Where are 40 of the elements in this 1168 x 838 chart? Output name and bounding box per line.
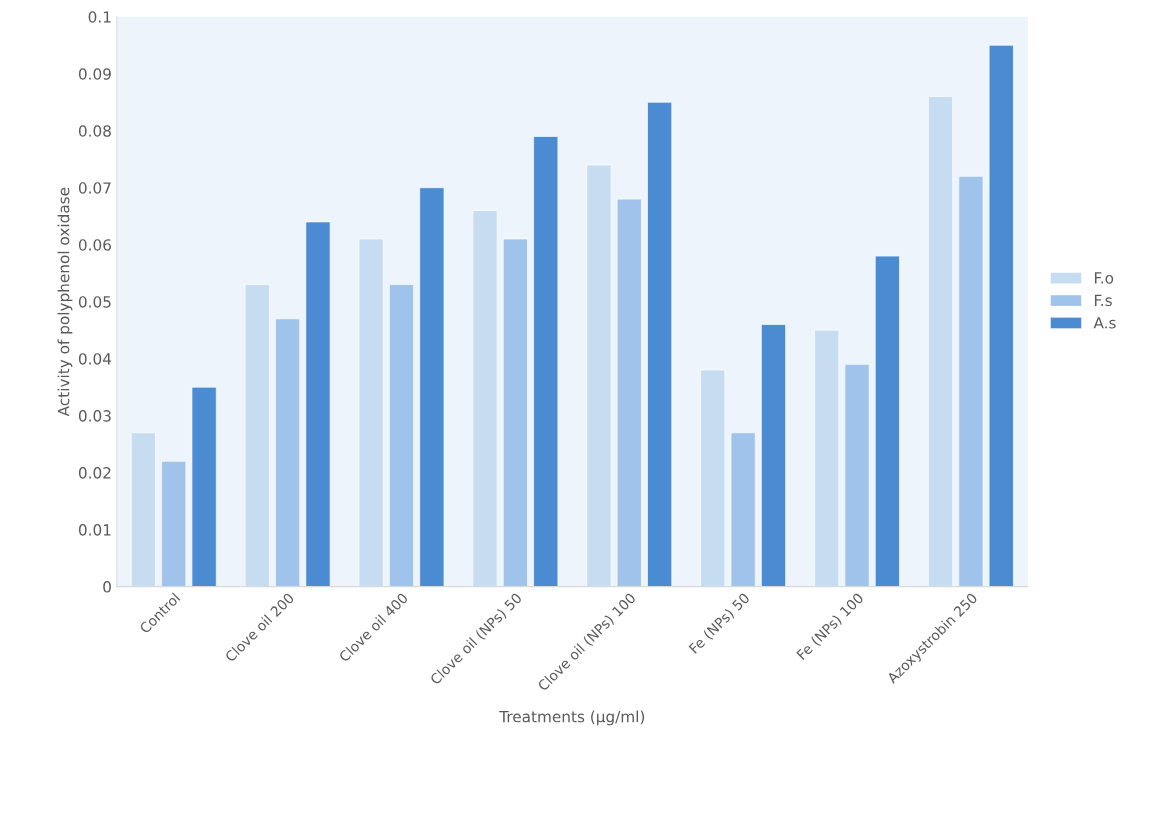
bar <box>761 324 787 587</box>
legend-label: F.s <box>1094 294 1112 307</box>
y-tick-label: 0.1 <box>88 11 111 23</box>
y-tick-label: 0.08 <box>78 125 111 137</box>
y-tick-label: 0.05 <box>78 296 111 308</box>
bar <box>533 136 559 587</box>
bar <box>874 255 900 587</box>
bar <box>586 164 612 587</box>
y-tick-label: 0.09 <box>78 68 111 80</box>
bar <box>616 198 642 587</box>
y-tick-label: 0.06 <box>78 239 111 251</box>
x-axis-title: Treatments (µg/ml) <box>499 710 645 726</box>
bar <box>275 318 301 587</box>
y-tick-label: 0.04 <box>78 353 112 365</box>
bar <box>814 329 840 587</box>
y-tick-label: 0 <box>103 581 111 593</box>
bar <box>958 175 984 587</box>
bar <box>419 187 445 587</box>
bar <box>389 284 414 587</box>
bar <box>988 44 1014 587</box>
y-axis-title: Activity of polyphenol oxidase <box>57 187 73 417</box>
bar <box>161 460 187 587</box>
bar <box>244 284 270 587</box>
bar <box>191 386 217 587</box>
bar <box>358 238 384 587</box>
y-tick-label: 0.01 <box>78 524 111 536</box>
y-tick-label: 0.02 <box>78 467 111 479</box>
bar <box>928 96 954 587</box>
bar <box>130 432 156 587</box>
bar <box>647 101 673 587</box>
bar <box>700 369 726 587</box>
y-tick-label: 0.07 <box>78 182 111 194</box>
bar <box>305 221 331 587</box>
bar <box>502 238 528 587</box>
bar <box>472 210 498 587</box>
bar <box>730 432 756 587</box>
legend-label: A.s <box>1093 317 1116 329</box>
y-tick-label: 0.03 <box>78 410 111 422</box>
legend-label: F.o <box>1094 272 1114 284</box>
bar <box>844 364 870 587</box>
